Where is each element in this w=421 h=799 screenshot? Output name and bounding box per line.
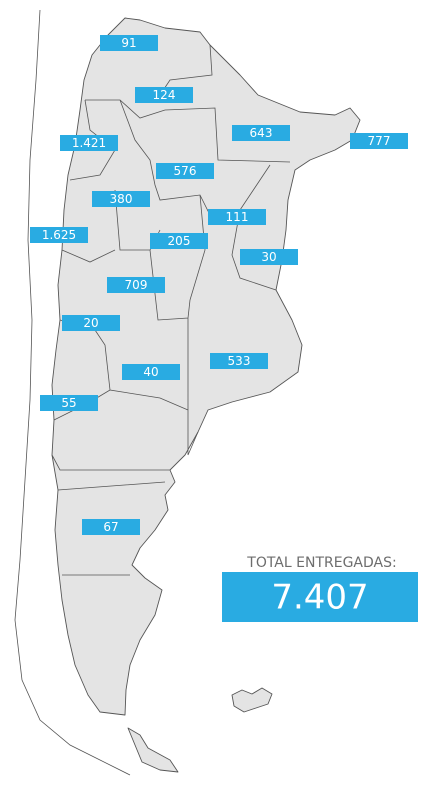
total-title: TOTAL ENTREGADAS: [246,555,396,571]
label-box [150,233,208,249]
label-box [92,191,150,207]
total-box [222,572,418,622]
country-shape [14,9,361,776]
label-text: 20 [83,316,98,330]
label-text: 91 [121,36,136,50]
label-text: 67 [103,520,118,534]
label-text: 40 [143,365,158,379]
label-text: 205 [168,234,191,248]
label-box [30,227,88,243]
label-box [350,133,408,149]
label-text: 533 [228,354,251,368]
label-text: 1.625 [42,228,76,242]
label-text: 643 [250,126,273,140]
chile-coast [14,9,131,776]
label-box [60,135,118,151]
label-box [232,125,290,141]
label-box [210,353,268,369]
label-box [82,519,140,535]
label-text: 111 [226,210,249,224]
label-text: 709 [125,278,148,292]
label-text: 380 [110,192,133,206]
label-box [156,163,214,179]
total-value: 7.407 [271,578,368,618]
malvinas [231,687,273,713]
label-box [62,315,120,331]
label-box [240,249,298,265]
label-text: 777 [368,134,391,148]
label-text: 30 [261,250,276,264]
label-box [100,35,158,51]
label-text: 1.421 [72,136,106,150]
label-text: 576 [174,164,197,178]
label-box [208,209,266,225]
tierra-del-fuego [127,727,179,773]
label-box [40,395,98,411]
label-box [135,87,193,103]
label-text: 124 [153,88,176,102]
label-box [107,277,165,293]
label-layer: 91 124 1.421 643 777 576 380 111 1.625 205 30 709 20… [30,35,408,535]
label-text: 55 [61,396,76,410]
label-box [122,364,180,380]
